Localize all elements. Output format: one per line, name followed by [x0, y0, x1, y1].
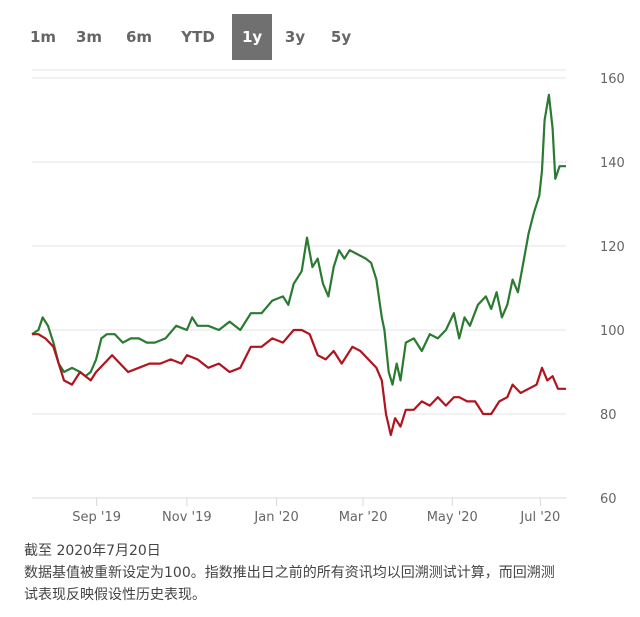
footnote-disclaimer-line1: 数据基值被重新设定为100。指数推出日之前的所有资讯均以回溯测试计算，而回溯测 [24, 565, 555, 581]
footnote-date: 截至 2020年7月20日 [24, 543, 161, 559]
series-line-green [31, 93, 566, 386]
range-button-3m[interactable]: 3m [75, 28, 103, 46]
series-line-red [32, 328, 566, 437]
x-tick-label: Nov '19 [162, 510, 212, 525]
y-tick-label: 160 [600, 72, 625, 87]
range-button-5y[interactable]: 5y [330, 28, 352, 46]
range-selector: 1m 3m 6m YTD 1y 3y 5y [20, 14, 364, 60]
x-tick-label: Sep '19 [72, 510, 121, 525]
range-button-3y[interactable]: 3y [284, 28, 306, 46]
y-tick-label: 120 [600, 240, 625, 255]
footnote: 截至 2020年7月20日 数据基值被重新设定为100。指数推出日之前的所有资讯… [24, 540, 624, 606]
line-chart: 60 80 100 120 140 160 Sep '19 Nov '19 Jan '20 Mar… [31, 69, 625, 525]
range-button-ytd[interactable]: YTD [181, 28, 215, 46]
range-button-1y[interactable]: 1y [232, 14, 272, 60]
x-tick-label: Jul '20 [519, 510, 560, 525]
range-button-6m[interactable]: 6m [125, 28, 153, 46]
x-tick-label: May '20 [427, 510, 478, 525]
x-tick-label: Jan '20 [253, 510, 298, 525]
y-tick-label: 100 [600, 324, 625, 339]
y-tick-label: 60 [600, 492, 617, 507]
range-button-1m[interactable]: 1m [30, 28, 57, 46]
y-tick-label: 80 [600, 408, 617, 423]
x-tick-label: Mar '20 [339, 510, 388, 525]
y-tick-label: 140 [600, 156, 625, 171]
footnote-disclaimer-line2: 试表现反映假设性历史表现。 [24, 587, 206, 603]
